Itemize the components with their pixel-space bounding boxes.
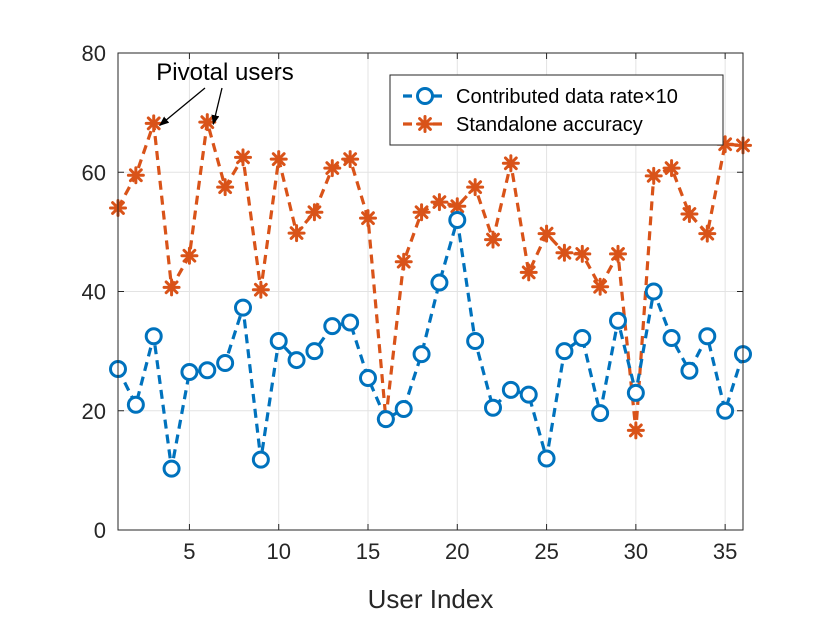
data-point-contributed-data-rate [251,450,270,469]
data-point-contributed-data-rate [359,368,377,387]
x-tick-label: 10 [266,539,290,564]
data-point-contributed-data-rate [466,331,485,350]
data-point-contributed-data-rate [126,395,145,414]
data-point-contributed-data-rate [698,327,717,346]
data-point-standalone-accuracy [626,421,645,440]
data-point-standalone-accuracy [216,178,235,197]
data-point-contributed-data-rate [394,399,413,418]
data-point-contributed-data-rate [501,380,520,399]
series-line-contributed-data-rate [116,219,745,469]
data-point-standalone-accuracy [251,280,270,299]
data-point-standalone-accuracy [287,224,306,243]
x-tick-label: 5 [183,539,195,564]
x-tick-label: 20 [445,539,469,564]
x-tick-label: 35 [713,539,737,564]
data-point-standalone-accuracy [573,244,592,263]
legend-box [389,74,724,146]
data-point-contributed-data-rate [144,327,163,346]
y-tick-label: 80 [82,41,106,66]
data-point-contributed-data-rate [412,345,431,364]
data-point-standalone-accuracy [180,246,199,265]
y-tick-label: 40 [82,280,106,305]
data-point-standalone-accuracy [591,277,610,296]
data-point-contributed-data-rate [198,361,217,380]
data-point-standalone-accuracy [519,263,538,282]
annotation-arrow [211,87,223,126]
data-point-contributed-data-rate [287,351,306,370]
data-point-contributed-data-rate [519,385,538,404]
x-tick-label: 30 [624,539,648,564]
data-point-standalone-accuracy [555,243,574,262]
data-point-standalone-accuracy [698,224,717,243]
data-point-standalone-accuracy [537,224,556,243]
y-tick-label: 60 [82,160,106,185]
legend-marker-standalone-accuracy [416,115,434,133]
data-point-contributed-data-rate [555,342,574,361]
data-point-standalone-accuracy [126,166,145,185]
y-tick-label: 20 [82,399,106,424]
annotation-text: Pivotal users [156,59,293,86]
data-point-standalone-accuracy [198,113,217,132]
data-point-contributed-data-rate [305,342,324,361]
data-point-contributed-data-rate [716,401,735,420]
data-point-contributed-data-rate [680,361,699,380]
data-point-contributed-data-rate [430,273,449,292]
data-point-standalone-accuracy [680,204,699,223]
data-point-standalone-accuracy [323,159,342,178]
series-line-standalone-accuracy [116,121,744,431]
data-point-contributed-data-rate [376,410,395,429]
data-point-contributed-data-rate [609,311,627,330]
data-point-contributed-data-rate [234,298,252,317]
data-point-contributed-data-rate [162,459,181,478]
data-point-contributed-data-rate [573,329,592,348]
data-point-contributed-data-rate [448,210,467,229]
series-layer [109,113,752,478]
ticks-layer: 5 10 15 20 25 30 35 0 20 40 60 80 [82,41,738,564]
data-point-standalone-accuracy [234,148,252,167]
data-point-contributed-data-rate [216,354,235,373]
data-point-contributed-data-rate [484,398,502,417]
data-point-standalone-accuracy [412,203,431,222]
annotation-arrow [158,87,206,126]
data-point-standalone-accuracy [430,193,449,212]
data-point-contributed-data-rate [626,383,645,402]
data-point-standalone-accuracy [662,159,681,178]
data-point-standalone-accuracy [341,150,360,169]
data-point-standalone-accuracy [359,209,377,228]
data-point-standalone-accuracy [144,114,163,133]
data-point-contributed-data-rate [537,449,556,468]
data-point-contributed-data-rate [180,362,199,381]
data-point-standalone-accuracy [162,278,181,297]
data-point-contributed-data-rate [644,282,663,301]
data-point-standalone-accuracy [484,230,502,249]
data-point-contributed-data-rate [662,329,681,348]
x-tick-label: 15 [356,539,380,564]
data-point-contributed-data-rate [341,313,360,332]
data-point-standalone-accuracy [609,244,627,263]
y-tick-label: 0 [94,518,106,543]
axes-layer [117,52,744,531]
data-point-standalone-accuracy [466,178,485,197]
data-point-standalone-accuracy [644,166,663,185]
data-point-standalone-accuracy [269,150,288,169]
legend: Contributed data rate×10 Standalone accu… [389,74,724,146]
legend-marker-contributed-data-rate [416,87,434,105]
data-point-standalone-accuracy [501,154,520,173]
data-point-contributed-data-rate [323,317,342,336]
data-point-contributed-data-rate [591,404,610,423]
legend-entry-contributed-data-rate: Contributed data rate×10 [456,86,678,108]
x-tick-label: 25 [534,539,558,564]
data-point-standalone-accuracy [394,252,413,271]
x-axis-label: User Index [368,584,494,614]
annotation-layer: Pivotal users [156,59,294,126]
data-point-standalone-accuracy [305,203,324,222]
data-point-contributed-data-rate [269,331,288,350]
legend-entry-standalone-accuracy: Standalone accuracy [456,114,643,136]
